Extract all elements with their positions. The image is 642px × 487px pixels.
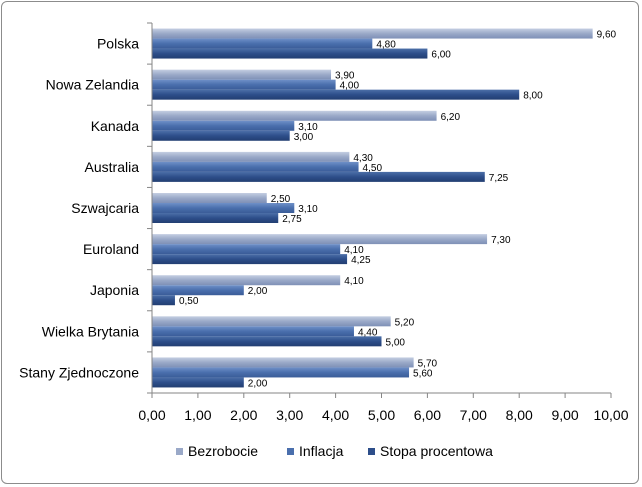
category-label-polska: Polska bbox=[97, 36, 139, 52]
bar-bezrobocie-szwajcaria bbox=[152, 193, 267, 203]
category-label-stany-zjednoczone: Stany Zjednoczone bbox=[19, 364, 139, 380]
bar-inflacja-wielka-brytania bbox=[152, 326, 354, 337]
category-label-japonia: Japonia bbox=[90, 282, 139, 298]
data-label-stopa-procentowa-wielka-brytania: 5,00 bbox=[386, 337, 406, 348]
bar-stopa-procentowa-japonia bbox=[152, 295, 175, 306]
bar-bezrobocie-stany-zjednoczone bbox=[152, 357, 414, 368]
data-label-bezrobocie-szwajcaria: 2,50 bbox=[271, 194, 291, 205]
bar-stopa-procentowa-australia bbox=[152, 171, 485, 182]
bar-bezrobocie-japonia bbox=[152, 275, 341, 286]
data-label-stopa-procentowa-polska: 6,00 bbox=[431, 50, 451, 61]
bar-bezrobocie-nowa-zelandia bbox=[152, 69, 332, 80]
x-tick-label: 9,00 bbox=[551, 407, 578, 423]
data-label-stopa-procentowa-australia: 7,25 bbox=[489, 173, 509, 184]
data-label-bezrobocie-stany-zjednoczone: 5,70 bbox=[418, 358, 438, 369]
data-label-bezrobocie-kanada: 6,20 bbox=[441, 112, 461, 123]
bar-stopa-procentowa-euroland bbox=[152, 254, 348, 265]
bar-stopa-procentowa-stany-zjednoczone bbox=[152, 377, 244, 388]
category-label-wielka-brytania: Wielka Brytania bbox=[42, 323, 139, 339]
bar-inflacja-polska bbox=[152, 38, 373, 49]
legend-label-stopa-procentowa: Stopa procentowa bbox=[380, 443, 493, 459]
bar-bezrobocie-polska bbox=[152, 28, 593, 39]
bar-stopa-procentowa-wielka-brytania bbox=[152, 336, 382, 347]
data-label-stopa-procentowa-euroland: 4,25 bbox=[351, 255, 371, 266]
category-label-szwajcaria: Szwajcaria bbox=[71, 200, 139, 216]
data-label-inflacja-japonia: 2,00 bbox=[248, 286, 268, 297]
data-label-bezrobocie-wielka-brytania: 5,20 bbox=[395, 317, 415, 328]
legend-swatch-stopa-procentowa bbox=[368, 448, 375, 455]
bar-bezrobocie-euroland bbox=[152, 234, 488, 245]
data-label-bezrobocie-australia: 4,30 bbox=[353, 153, 373, 164]
data-label-inflacja-stany-zjednoczone: 5,60 bbox=[413, 368, 433, 379]
x-tick-label: 2,00 bbox=[230, 407, 257, 423]
data-label-stopa-procentowa-szwajcaria: 2,75 bbox=[282, 214, 302, 225]
bar-bezrobocie-kanada bbox=[152, 110, 437, 121]
bar-inflacja-nowa-zelandia bbox=[152, 79, 336, 90]
x-tick-label: 6,00 bbox=[414, 407, 441, 423]
bar-bezrobocie-australia bbox=[152, 151, 350, 162]
x-tick-label: 4,00 bbox=[322, 407, 349, 423]
data-label-bezrobocie-nowa-zelandia: 3,90 bbox=[335, 71, 355, 82]
bar-inflacja-kanada bbox=[152, 120, 295, 131]
bar-inflacja-japonia bbox=[152, 285, 244, 296]
data-label-inflacja-szwajcaria: 3,10 bbox=[298, 204, 318, 215]
x-tick-label: 5,00 bbox=[368, 407, 395, 423]
bar-inflacja-australia bbox=[152, 161, 359, 172]
data-label-inflacja-wielka-brytania: 4,40 bbox=[358, 327, 378, 338]
bar-stopa-procentowa-polska bbox=[152, 48, 428, 59]
legend-swatch-inflacja bbox=[287, 448, 294, 455]
x-tick-label: 7,00 bbox=[460, 407, 487, 423]
data-label-inflacja-australia: 4,50 bbox=[363, 163, 383, 174]
data-label-inflacja-euroland: 4,10 bbox=[344, 245, 364, 256]
category-label-nowa-zelandia: Nowa Zelandia bbox=[46, 77, 140, 93]
bar-inflacja-stany-zjednoczone bbox=[152, 367, 410, 378]
legend-swatch-bezrobocie bbox=[176, 448, 183, 455]
bar-stopa-procentowa-szwajcaria bbox=[152, 213, 279, 223]
category-label-euroland: Euroland bbox=[83, 241, 139, 257]
bar-inflacja-euroland bbox=[152, 244, 341, 255]
x-tick-label: 8,00 bbox=[506, 407, 533, 423]
bar-stopa-procentowa-nowa-zelandia bbox=[152, 89, 520, 100]
legend-label-inflacja: Inflacja bbox=[299, 443, 344, 459]
bar-stopa-procentowa-kanada bbox=[152, 130, 290, 141]
x-tick-label: 1,00 bbox=[184, 407, 211, 423]
data-label-bezrobocie-euroland: 7,30 bbox=[491, 235, 511, 246]
legend-label-bezrobocie: Bezrobocie bbox=[188, 443, 258, 459]
category-label-australia: Australia bbox=[85, 159, 140, 175]
category-label-kanada: Kanada bbox=[91, 118, 139, 134]
x-tick-label: 0,00 bbox=[138, 407, 165, 423]
data-label-stopa-procentowa-kanada: 3,00 bbox=[294, 132, 314, 143]
data-label-stopa-procentowa-japonia: 0,50 bbox=[179, 296, 199, 307]
data-label-inflacja-polska: 4,80 bbox=[376, 40, 396, 51]
data-label-inflacja-kanada: 3,10 bbox=[298, 122, 318, 133]
data-label-bezrobocie-japonia: 4,10 bbox=[344, 276, 364, 287]
data-label-stopa-procentowa-stany-zjednoczone: 2,00 bbox=[248, 378, 268, 389]
x-tick-label: 3,00 bbox=[276, 407, 303, 423]
data-label-bezrobocie-polska: 9,60 bbox=[597, 30, 617, 41]
bar-inflacja-szwajcaria bbox=[152, 203, 295, 213]
bar-bezrobocie-wielka-brytania bbox=[152, 316, 391, 327]
data-label-inflacja-nowa-zelandia: 4,00 bbox=[340, 81, 360, 92]
x-tick-label: 10,00 bbox=[593, 407, 628, 423]
data-label-stopa-procentowa-nowa-zelandia: 8,00 bbox=[523, 91, 543, 102]
